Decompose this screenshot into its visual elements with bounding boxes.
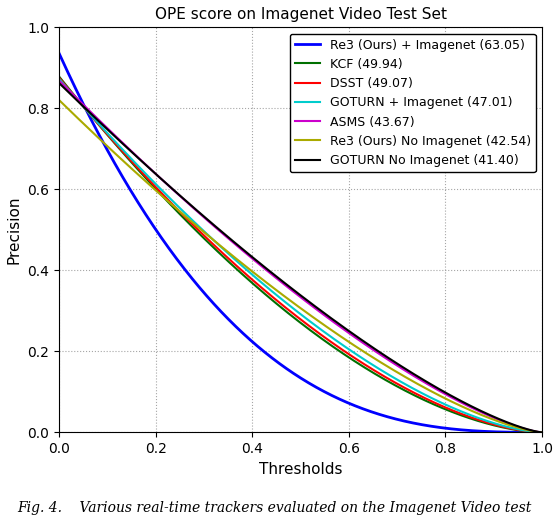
ASMS (43.67) — [105, 126, 112, 133]
KCF (49.94) — [251, 282, 258, 288]
GOTURN No Imagenet (41.40) — [105, 127, 112, 134]
Line: KCF (49.94): KCF (49.94) — [59, 76, 542, 432]
DSST (49.07) — [269, 293, 276, 300]
KCF (49.94) — [56, 73, 63, 80]
GOTURN + Imagenet (47.01) — [251, 274, 258, 280]
Re3 (Ours) No Imagenet (42.54) — [269, 283, 276, 290]
ASMS (43.67) — [56, 77, 63, 84]
Legend: Re3 (Ours) + Imagenet (63.05), KCF (49.94), DSST (49.07), GOTURN + Imagenet (47.: Re3 (Ours) + Imagenet (63.05), KCF (49.9… — [290, 33, 536, 172]
KCF (49.94) — [539, 429, 545, 435]
ASMS (43.67) — [269, 271, 276, 278]
KCF (49.94) — [432, 402, 439, 408]
Text: Fig. 4.    Various real-time trackers evaluated on the Imagenet Video test: Fig. 4. Various real-time trackers evalu… — [17, 501, 531, 515]
Re3 (Ours) + Imagenet (63.05) — [441, 425, 448, 431]
DSST (49.07) — [251, 279, 258, 285]
KCF (49.94) — [388, 380, 394, 386]
KCF (49.94) — [269, 297, 276, 303]
GOTURN No Imagenet (41.40) — [388, 356, 394, 362]
Re3 (Ours) + Imagenet (63.05) — [432, 424, 439, 430]
ASMS (43.67) — [539, 429, 545, 435]
Re3 (Ours) No Imagenet (42.54) — [56, 97, 63, 103]
Re3 (Ours) + Imagenet (63.05) — [269, 355, 276, 361]
Re3 (Ours) No Imagenet (42.54) — [432, 391, 439, 397]
Line: Re3 (Ours) + Imagenet (63.05): Re3 (Ours) + Imagenet (63.05) — [59, 54, 542, 432]
GOTURN + Imagenet (47.01) — [105, 131, 112, 137]
Re3 (Ours) + Imagenet (63.05) — [539, 429, 545, 435]
DSST (49.07) — [105, 133, 112, 139]
Line: DSST (49.07): DSST (49.07) — [59, 78, 542, 432]
Title: OPE score on Imagenet Video Test Set: OPE score on Imagenet Video Test Set — [155, 7, 447, 22]
DSST (49.07) — [441, 404, 448, 410]
GOTURN No Imagenet (41.40) — [441, 389, 448, 395]
Y-axis label: Precision: Precision — [7, 196, 22, 264]
Re3 (Ours) + Imagenet (63.05) — [251, 341, 258, 347]
DSST (49.07) — [56, 75, 63, 81]
Line: GOTURN No Imagenet (41.40): GOTURN No Imagenet (41.40) — [59, 83, 542, 432]
Re3 (Ours) + Imagenet (63.05) — [388, 414, 394, 421]
GOTURN + Imagenet (47.01) — [539, 429, 545, 435]
KCF (49.94) — [441, 406, 448, 412]
ASMS (43.67) — [388, 358, 394, 365]
Re3 (Ours) No Imagenet (42.54) — [388, 366, 394, 372]
Line: ASMS (43.67): ASMS (43.67) — [59, 81, 542, 432]
GOTURN + Imagenet (47.01) — [432, 397, 439, 403]
ASMS (43.67) — [432, 386, 439, 392]
GOTURN + Imagenet (47.01) — [441, 401, 448, 407]
GOTURN No Imagenet (41.40) — [269, 270, 276, 276]
Line: Re3 (Ours) No Imagenet (42.54): Re3 (Ours) No Imagenet (42.54) — [59, 100, 542, 432]
Re3 (Ours) No Imagenet (42.54) — [441, 395, 448, 401]
Re3 (Ours) No Imagenet (42.54) — [539, 429, 545, 435]
DSST (49.07) — [539, 429, 545, 435]
GOTURN No Imagenet (41.40) — [432, 384, 439, 390]
GOTURN No Imagenet (41.40) — [539, 429, 545, 435]
ASMS (43.67) — [251, 257, 258, 264]
Re3 (Ours) No Imagenet (42.54) — [251, 270, 258, 276]
GOTURN + Imagenet (47.01) — [388, 373, 394, 379]
Re3 (Ours) No Imagenet (42.54) — [105, 144, 112, 150]
GOTURN No Imagenet (41.40) — [56, 80, 63, 86]
GOTURN + Imagenet (47.01) — [56, 76, 63, 82]
Re3 (Ours) + Imagenet (63.05) — [56, 50, 63, 57]
DSST (49.07) — [432, 400, 439, 406]
DSST (49.07) — [388, 377, 394, 383]
Re3 (Ours) + Imagenet (63.05) — [105, 149, 112, 155]
Line: GOTURN + Imagenet (47.01): GOTURN + Imagenet (47.01) — [59, 79, 542, 432]
X-axis label: Thresholds: Thresholds — [259, 462, 342, 477]
KCF (49.94) — [105, 133, 112, 139]
ASMS (43.67) — [441, 391, 448, 397]
GOTURN No Imagenet (41.40) — [251, 256, 258, 262]
GOTURN + Imagenet (47.01) — [269, 288, 276, 294]
